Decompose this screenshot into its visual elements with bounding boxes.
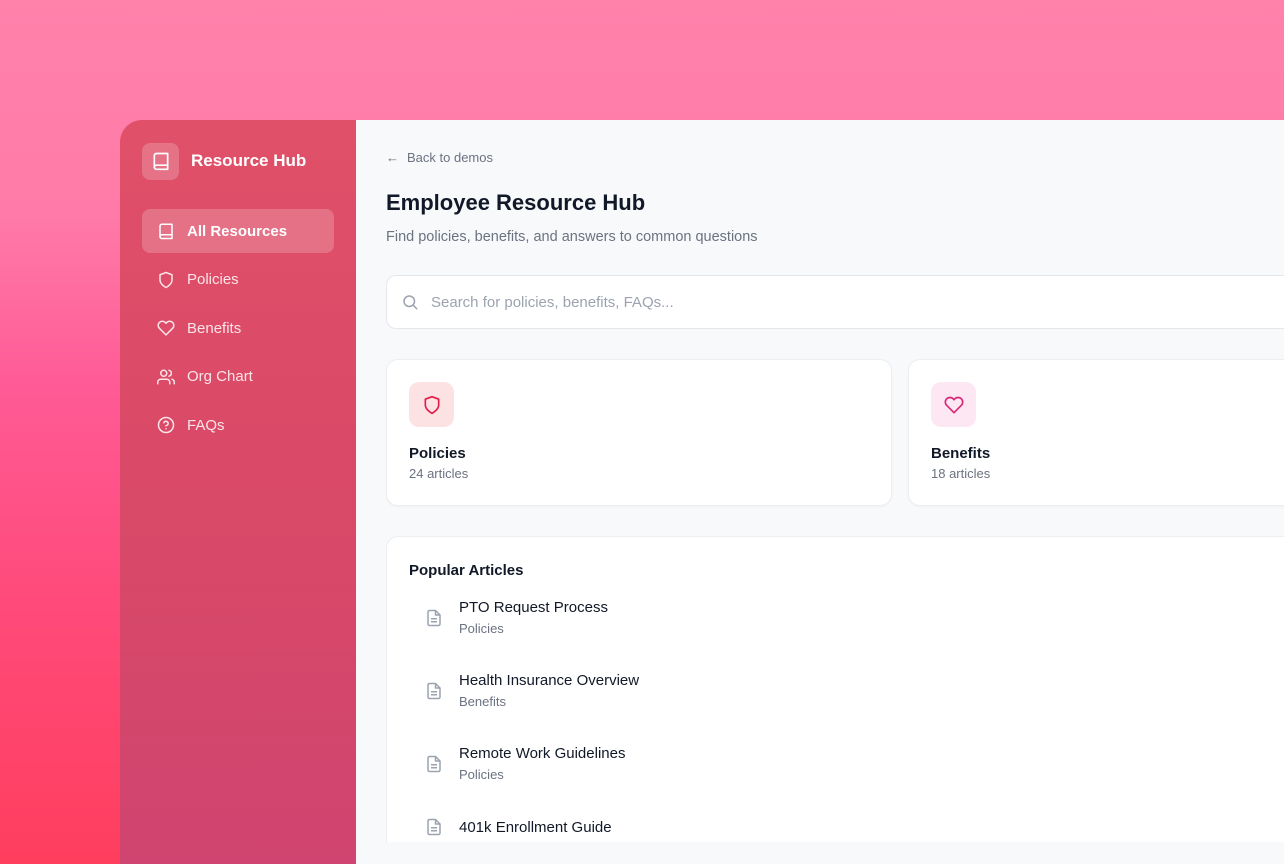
file-text-icon [427,609,441,626]
sidebar-item-org-chart[interactable]: Org Chart [142,355,334,399]
category-card-benefits[interactable]: Benefits 18 articles [908,359,1284,506]
shield-icon [409,382,454,427]
popular-articles: Popular Articles PTO Request Process Poli… [386,536,1284,842]
heart-icon [931,382,976,427]
article-item[interactable]: PTO Request Process Policies [409,599,1262,636]
search-box [386,275,1284,329]
article-category: Policies [459,621,504,636]
file-text-icon [427,818,441,836]
category-card-policies[interactable]: Policies 24 articles [386,359,892,506]
search-input[interactable] [431,293,1270,311]
article-category: Policies [459,767,504,782]
sidebar-item-all-resources[interactable]: All Resources [142,209,334,253]
book-icon [159,223,173,240]
sidebar: Resource Hub All Resources Policies Bene… [120,120,356,864]
sidebar-item-label: Benefits [187,319,242,337]
card-count: 24 articles [409,466,469,481]
brand: Resource Hub [142,142,334,180]
page-title: Employee Resource Hub [386,190,646,215]
article-title: Health Insurance Overview [459,672,640,689]
card-title: Policies [409,445,466,462]
back-label: Back to demos [407,150,493,165]
sidebar-item-policies[interactable]: Policies [142,258,334,302]
file-text-icon [427,755,441,772]
arrow-left-icon: ← [386,150,399,165]
card-count: 18 articles [931,466,991,481]
article-category: Benefits [459,694,506,709]
book-icon [142,142,179,180]
card-title: Benefits [931,445,991,462]
sidebar-item-benefits[interactable]: Benefits [142,306,334,350]
search-icon [403,295,418,310]
article-item[interactable]: 401k Enrollment Guide [409,818,1262,836]
section-title: Popular Articles [409,562,524,579]
back-link[interactable]: ← Back to demos [386,150,1284,165]
sidebar-item-faqs[interactable]: FAQs [142,403,334,447]
sidebar-item-label: Org Chart [187,368,253,385]
app-window: Resource Hub All Resources Policies Bene… [120,120,1284,864]
brand-name: Resource Hub [191,151,307,170]
sidebar-nav: All Resources Policies Benefits Org Char… [142,209,334,447]
article-item[interactable]: Health Insurance Overview Benefits [409,672,1262,709]
article-item[interactable]: Remote Work Guidelines Policies [409,745,1262,782]
article-title: Remote Work Guidelines [459,745,626,762]
shield-icon [159,271,173,288]
sidebar-item-label: Policies [187,271,239,288]
main-content: ← Back to demos Employee Resource Hub Fin… [356,120,1284,864]
file-text-icon [427,682,441,699]
users-icon [157,369,175,384]
sidebar-item-label: All Resources [187,222,288,240]
article-title: PTO Request Process [459,599,608,616]
heart-icon [157,320,175,336]
category-cards: Policies 24 articles Benefits 18 article… [386,359,1284,506]
sidebar-item-label: FAQs [187,416,225,434]
article-title: 401k Enrollment Guide [459,818,612,836]
article-list: PTO Request Process Policies Health Insura… [409,599,1262,836]
page-subtitle: Find policies, benefits, and answers to … [386,229,758,245]
help-circle-icon [157,416,175,434]
